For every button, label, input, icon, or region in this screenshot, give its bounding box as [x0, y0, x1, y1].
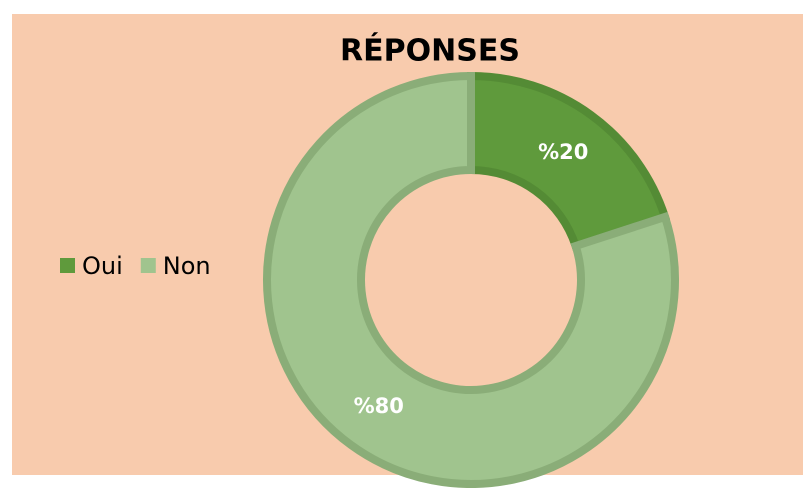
slice-border	[467, 71, 671, 252]
slice-border	[263, 71, 679, 488]
legend-swatch	[140, 258, 156, 273]
value-label: %80	[354, 394, 404, 418]
donut	[263, 71, 679, 488]
legend-label: Oui	[82, 252, 123, 280]
slice	[467, 71, 671, 252]
legend-swatch	[60, 258, 75, 273]
chart-title: RÉPONSES	[340, 33, 520, 69]
legend-label: Non	[163, 252, 211, 280]
value-label: %20	[538, 140, 588, 164]
slice	[263, 71, 679, 488]
